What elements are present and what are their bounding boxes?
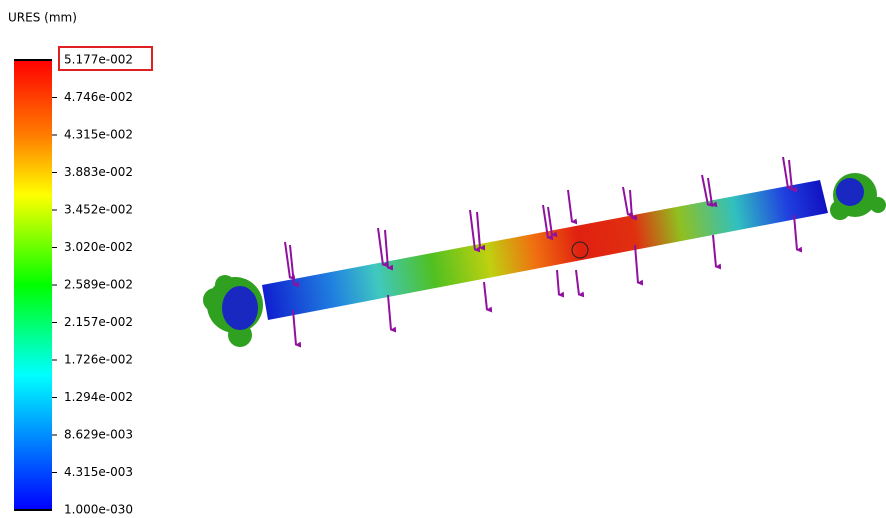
scale-label: 1.294e-002	[64, 390, 133, 404]
scale-label: 1.726e-002	[64, 353, 133, 367]
load-arrow	[477, 212, 480, 248]
load-arrow	[630, 190, 632, 218]
scale-label: 3.020e-002	[64, 240, 133, 254]
load-arrow	[576, 270, 579, 295]
load-arrow	[702, 175, 708, 205]
end-face	[222, 286, 258, 330]
scale-label: 3.452e-002	[64, 203, 133, 217]
load-arrow	[378, 228, 383, 265]
scale-label: 1.000e-030	[64, 503, 133, 517]
load-arrow	[794, 215, 797, 250]
result-view: URES (mm) 5.177e-002 4.746e-002 4.315e-002…	[0, 0, 886, 518]
color-scale	[14, 60, 52, 510]
load-arrow	[557, 270, 559, 295]
load-arrow	[789, 160, 792, 190]
load-arrow	[484, 282, 487, 310]
scale-labels: 5.177e-002 4.746e-002 4.315e-002 3.883e-002…	[52, 53, 133, 517]
beam	[262, 180, 828, 320]
scale-label: 4.315e-002	[64, 128, 133, 142]
scale-label: 4.746e-002	[64, 90, 133, 104]
load-arrow	[290, 245, 294, 285]
load-arrow	[713, 235, 716, 267]
scale-label: 8.629e-003	[64, 428, 133, 442]
scale-label: 5.177e-002	[64, 53, 133, 67]
scale-label: 3.883e-002	[64, 165, 133, 179]
scale-label: 2.157e-002	[64, 315, 133, 329]
load-arrow	[783, 157, 788, 188]
load-arrow	[470, 210, 475, 250]
load-arrow	[388, 295, 391, 330]
scale-label: 2.589e-002	[64, 278, 133, 292]
legend-title: URES (mm)	[8, 11, 77, 25]
load-arrow	[568, 190, 572, 222]
load-arrow	[293, 310, 296, 345]
load-arrow	[623, 187, 628, 215]
load-arrow	[548, 207, 552, 235]
scale-label: 4.315e-003	[64, 465, 133, 479]
end-face-right	[836, 178, 864, 206]
model	[203, 157, 886, 347]
load-arrow	[635, 245, 638, 283]
